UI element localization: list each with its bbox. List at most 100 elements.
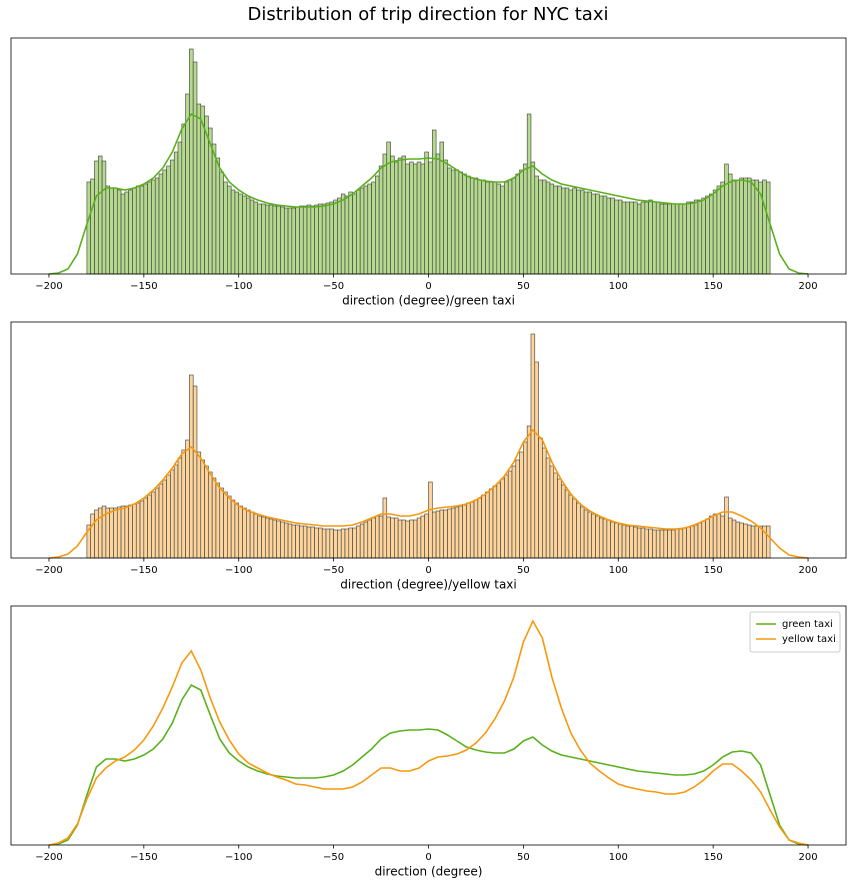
x-tick-label: 100 [609,281,628,292]
bar [523,441,528,559]
bar [473,499,479,559]
x-tick-label: −150 [130,281,157,292]
bar [674,528,680,559]
bar [614,199,619,275]
bar [264,204,270,275]
bar [435,510,441,559]
bar [545,181,551,275]
bar [310,526,315,559]
x-tick-label: 150 [704,565,723,576]
bar [363,185,369,275]
bar [485,491,490,559]
x-tick-label: 0 [425,852,431,863]
bar [602,195,608,275]
bar [530,161,536,275]
bar [614,522,619,559]
bar [401,519,407,559]
bar [576,189,581,275]
bar [409,519,414,559]
bar [598,517,604,559]
bar [625,201,630,275]
bar [177,457,183,559]
bar [610,521,615,559]
legend-box [749,611,841,653]
kde-line [48,428,809,559]
bar [272,519,277,559]
bar [242,507,247,559]
bar [268,518,274,559]
x-tick-label: −50 [323,281,344,292]
bar [359,187,365,275]
bar [538,179,543,275]
bar [223,491,228,559]
bar [135,502,141,559]
bar [728,173,733,275]
bar [709,515,714,559]
x-tick-label: 0 [425,281,431,292]
bar [674,203,680,275]
bar [162,479,167,559]
bar [276,520,281,559]
bar [629,201,634,275]
bar [735,521,741,559]
bar [534,361,539,559]
bar [572,187,577,275]
bar [397,519,403,559]
bar [667,203,672,275]
x-tick-label: 50 [517,852,530,863]
bar [337,529,342,559]
bar [321,203,327,275]
bar [242,195,247,275]
bar [701,520,706,559]
bar [655,529,661,559]
bar [128,189,133,275]
bar [523,163,528,275]
bar [268,204,274,275]
bar [97,507,103,559]
bar [185,439,190,559]
bar [154,177,160,275]
bar [173,151,179,275]
bar [257,203,262,275]
x-tick-label: 100 [609,852,628,863]
bar [147,181,152,275]
bar [299,205,304,275]
bar [166,165,171,275]
bar [606,197,611,275]
bar [477,497,482,559]
bar [473,177,479,275]
bar [223,181,228,275]
bar [420,515,426,559]
bar [500,478,505,559]
bar [640,201,646,275]
bar [124,505,129,559]
bar [299,525,304,559]
bar [109,507,114,559]
x-tick-label: −50 [323,565,344,576]
bar [413,163,418,275]
bar [515,173,520,275]
legend-label: yellow taxi [782,634,836,645]
bar [576,502,581,559]
x-axis-label: direction (degree)/green taxi [342,294,515,308]
bar [682,203,687,275]
bar [469,501,475,559]
bar [728,517,733,559]
bar [458,505,463,559]
bar [196,103,202,275]
bar [435,153,441,275]
bar [488,488,494,559]
bar [454,169,460,275]
bar [765,181,771,275]
bar [462,173,467,275]
bar [189,48,194,275]
series-line [48,619,809,846]
bar [724,163,729,275]
bar [390,517,395,559]
bar [720,181,725,275]
bar [454,506,460,559]
bar [697,199,703,275]
bar [507,179,513,275]
bar [147,494,152,559]
bar [450,507,456,559]
